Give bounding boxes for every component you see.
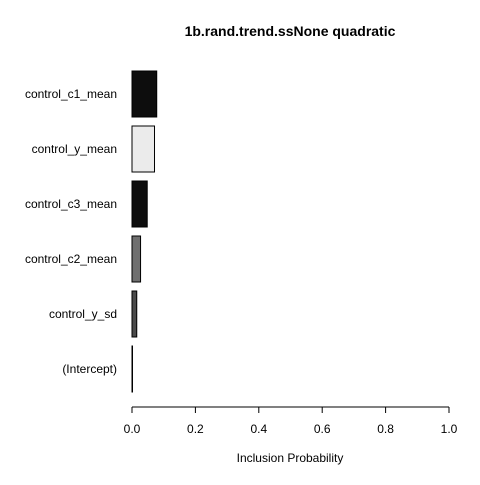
x-tick-label: 0.6 [314, 422, 331, 436]
x-tick-label: 0.8 [377, 422, 394, 436]
category-label: control_c1_mean [25, 87, 117, 101]
bar-5 [131, 345, 133, 393]
x-tick-label: 0.4 [250, 422, 267, 436]
x-tick-label: 0.0 [124, 422, 141, 436]
category-labels: control_c1_mean control_y_mean control_c3_… [25, 87, 117, 376]
category-label: control_y_sd [49, 307, 117, 321]
x-tick-label: 0.2 [187, 422, 204, 436]
x-tick-label: 1.0 [441, 422, 458, 436]
bar-1 [131, 125, 156, 173]
bar-3 [131, 235, 142, 283]
bar-4 [131, 290, 138, 338]
category-label: (Intercept) [62, 362, 117, 376]
bar-0 [131, 70, 158, 118]
chart-title: 1b.rand.trend.ssNone quadratic [185, 23, 396, 39]
category-label: control_c2_mean [25, 252, 117, 266]
category-label: control_y_mean [32, 142, 117, 156]
bar-2 [131, 180, 148, 228]
x-axis-label: Inclusion Probability [237, 451, 344, 465]
category-label: control_c3_mean [25, 197, 117, 211]
x-axis: 0.0 0.2 0.4 0.6 0.8 1.0 [124, 406, 458, 436]
bars-layer [131, 70, 158, 393]
